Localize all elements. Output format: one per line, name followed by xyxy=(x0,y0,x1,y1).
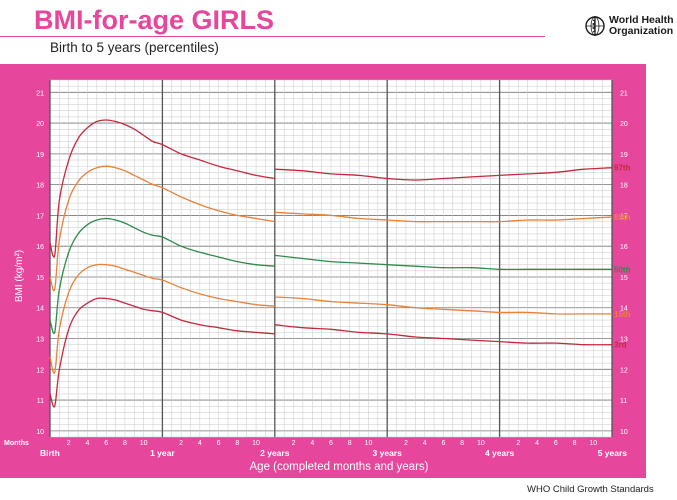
axis-ticks: 10 10 11 11 12 12 13 13 14 14 15 15 16 16 17 17 18 18 19 19… xyxy=(4,90,628,458)
percentile-curves xyxy=(49,119,613,408)
x-tick-label-month: 4 xyxy=(310,440,314,447)
y-tick-label-right: 20 xyxy=(620,121,628,128)
x-tick-label-month: 10 xyxy=(140,440,148,447)
x-tick-label-year: 1 year xyxy=(150,448,175,458)
chart-panel: 10 10 11 11 12 12 13 13 14 14 15 15 16 16 17 17 18 18 19 19… xyxy=(0,64,646,478)
y-tick-label-right: 19 xyxy=(620,152,628,159)
curve-3rd-24-60-months xyxy=(274,324,613,346)
x-tick-label-year: 5 years xyxy=(598,448,628,458)
organization-name: World Health Organization xyxy=(609,15,674,37)
y-tick-label-right: 10 xyxy=(620,429,628,436)
series-label-97th: 97th xyxy=(614,164,631,173)
y-tick-label-left: 18 xyxy=(36,183,44,190)
y-tick-label-right: 13 xyxy=(620,337,628,344)
x-tick-label-month: 6 xyxy=(329,440,333,447)
organization-name-line2: Organization xyxy=(609,25,674,37)
y-tick-label-left: 21 xyxy=(36,90,44,97)
bmi-chart: 10 10 11 11 12 12 13 13 14 14 15 15 16 16 17 17 18 18 19 19… xyxy=(4,79,631,473)
x-tick-label-year: 4 years xyxy=(485,448,515,458)
y-axis-label: BMI (kg/m²) xyxy=(14,250,25,302)
x-tick-label-month: 2 xyxy=(404,440,408,447)
y-tick-label-left: 20 xyxy=(36,121,44,128)
y-tick-label-right: 16 xyxy=(620,244,628,251)
series-label-15th: 15th xyxy=(614,310,631,319)
curve-15th-0-24-months xyxy=(49,263,275,374)
x-tick-label-month: 4 xyxy=(423,440,427,447)
x-tick-label-month: 6 xyxy=(441,440,445,447)
y-tick-label-left: 13 xyxy=(36,337,44,344)
x-tick-label-month: 4 xyxy=(86,440,90,447)
title-rule xyxy=(0,36,545,37)
curve-85th-24-60-months xyxy=(274,211,613,223)
y-tick-label-right: 11 xyxy=(620,398,627,405)
x-tick-label-month: 8 xyxy=(573,440,577,447)
x-tick-label-month: 6 xyxy=(217,440,221,447)
curve-50th-0-24-months xyxy=(49,217,275,335)
curve-3rd-0-24-months xyxy=(49,297,275,408)
x-tick-label-month: 8 xyxy=(235,440,239,447)
curve-15th-24-60-months xyxy=(274,296,612,315)
curve-97th-0-24-months xyxy=(49,119,275,258)
x-tick-label-month: 4 xyxy=(198,440,202,447)
y-tick-label-left: 14 xyxy=(36,306,44,313)
chart-title: BMI-for-age GIRLS xyxy=(34,5,274,35)
footer-credit: WHO Child Growth Standards xyxy=(527,484,654,495)
y-tick-label-right: 18 xyxy=(620,183,628,190)
chart-subtitle: Birth to 5 years (percentiles) xyxy=(50,40,219,55)
y-tick-label-left: 10 xyxy=(36,429,44,436)
x-tick-label-month: 2 xyxy=(292,440,296,447)
series-label-3rd: 3rd xyxy=(614,341,627,350)
x-tick-label-month: 2 xyxy=(179,440,183,447)
y-tick-label-right: 14 xyxy=(620,306,628,313)
y-tick-label-right: 17 xyxy=(620,213,628,220)
x-tick-label-year: 2 years xyxy=(260,448,290,458)
y-tick-label-left: 15 xyxy=(36,275,44,282)
x-tick-label-month: 10 xyxy=(365,440,373,447)
x-axis-label: Age (completed months and years) xyxy=(250,461,429,473)
x-tick-label-year: Birth xyxy=(40,448,60,458)
curve-50th-24-60-months xyxy=(274,254,612,271)
x-tick-label-month: 10 xyxy=(589,440,597,447)
months-label: Months xyxy=(4,440,29,447)
y-tick-label-right: 12 xyxy=(620,367,628,374)
series-labels: 97th 85th 50th 15th 3rd xyxy=(614,164,631,350)
x-tick-label-month: 4 xyxy=(535,440,539,447)
y-tick-label-left: 16 xyxy=(36,244,44,251)
x-tick-label-month: 8 xyxy=(348,440,352,447)
x-tick-label-month: 2 xyxy=(516,440,520,447)
x-tick-label-month: 8 xyxy=(123,440,127,447)
y-tick-label-left: 12 xyxy=(36,367,44,374)
curve-85th-0-24-months xyxy=(49,165,275,292)
x-tick-label-month: 8 xyxy=(460,440,464,447)
who-emblem-icon xyxy=(585,16,605,36)
curve-97th-24-60-months xyxy=(274,167,613,181)
y-tick-label-left: 19 xyxy=(36,152,44,159)
series-label-85th: 85th xyxy=(614,213,631,222)
y-tick-label-left: 11 xyxy=(37,398,44,405)
series-label-50th: 50th xyxy=(614,265,631,274)
x-tick-label-month: 10 xyxy=(477,440,485,447)
grid xyxy=(49,79,613,438)
x-tick-label-month: 6 xyxy=(104,440,108,447)
y-tick-label-left: 17 xyxy=(36,213,44,220)
x-tick-label-month: 10 xyxy=(252,440,260,447)
y-tick-label-right: 21 xyxy=(620,90,628,97)
organization-name-line1: World Health xyxy=(609,14,674,26)
x-tick-label-year: 3 years xyxy=(373,448,403,458)
x-tick-label-month: 6 xyxy=(554,440,558,447)
x-tick-label-month: 2 xyxy=(67,440,71,447)
y-tick-label-right: 15 xyxy=(620,275,628,282)
